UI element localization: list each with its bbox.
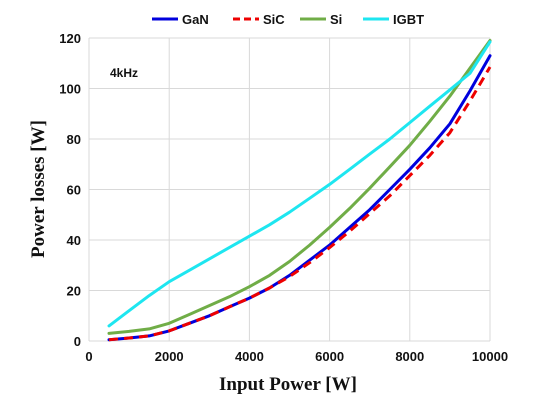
y-tick-label: 60: [67, 183, 81, 198]
x-tick-label: 8000: [395, 349, 424, 364]
y-axis-title: Power losses [W]: [28, 120, 49, 258]
series-line-igbt: [107, 40, 492, 328]
y-tick-label: 20: [67, 284, 81, 299]
x-tick-label: 6000: [315, 349, 344, 364]
frequency-annotation: 4kHz: [110, 66, 138, 80]
y-tick-label: 80: [67, 132, 81, 147]
x-tick-label: 10000: [472, 349, 508, 364]
x-tick-label: 4000: [235, 349, 264, 364]
x-tick-label: 0: [85, 349, 92, 364]
series-line-si: [107, 39, 492, 335]
series-line-sic: [108, 66, 492, 342]
series-line-gan: [107, 54, 492, 342]
y-tick-label: 120: [59, 31, 81, 46]
y-tick-label: 0: [74, 334, 81, 349]
x-axis-title: Input Power [W]: [219, 374, 357, 395]
series-lines: [107, 39, 492, 342]
legend-label-sic: SiC: [263, 12, 285, 27]
grid: [88, 37, 491, 342]
legend-label-si: Si: [330, 12, 342, 27]
axes: 0 2000 4000 6000 8000 10000 0 20 40 60 80 100 120: [59, 31, 508, 364]
legend: GaN SiC Si IGBT: [152, 12, 424, 27]
x-tick-label: 2000: [155, 349, 184, 364]
y-tick-label: 40: [67, 233, 81, 248]
legend-label-igbt: IGBT: [393, 12, 424, 27]
y-tick-label: 100: [59, 82, 81, 97]
legend-label-gan: GaN: [182, 12, 209, 27]
